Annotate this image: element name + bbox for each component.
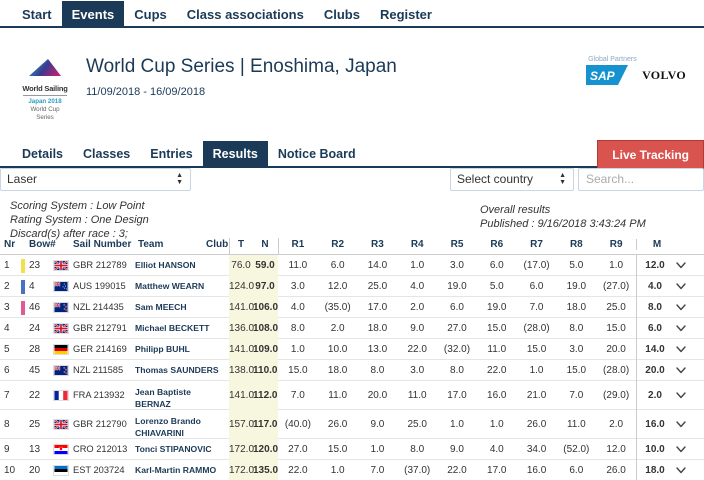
svg-text:SAP: SAP: [590, 69, 616, 83]
